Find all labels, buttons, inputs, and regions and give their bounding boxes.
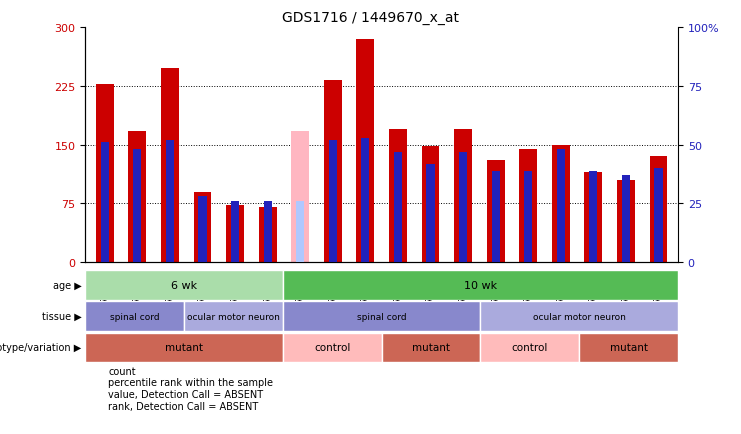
Bar: [296, 202, 305, 263]
Bar: [96, 85, 113, 263]
Bar: [487, 161, 505, 263]
Bar: [422, 147, 439, 263]
Text: 10 wk: 10 wk: [464, 280, 497, 290]
Text: mutant: mutant: [610, 343, 648, 352]
Bar: [426, 164, 434, 263]
Bar: [480, 302, 678, 331]
Text: percentile rank within the sample: percentile rank within the sample: [108, 378, 273, 388]
Bar: [389, 130, 407, 263]
Bar: [459, 152, 467, 263]
Text: count: count: [108, 366, 136, 376]
Bar: [264, 202, 272, 263]
Bar: [128, 132, 146, 263]
Bar: [199, 197, 207, 263]
Bar: [283, 270, 678, 300]
Text: tissue ▶: tissue ▶: [41, 312, 82, 321]
Bar: [589, 171, 597, 263]
Text: rank, Detection Call = ABSENT: rank, Detection Call = ABSENT: [108, 401, 259, 411]
Bar: [231, 202, 239, 263]
Bar: [524, 171, 532, 263]
Text: control: control: [511, 343, 548, 352]
Bar: [654, 169, 662, 263]
Bar: [617, 181, 635, 263]
Text: spinal cord: spinal cord: [357, 312, 406, 321]
Text: age ▶: age ▶: [53, 280, 82, 290]
Bar: [283, 333, 382, 362]
Bar: [85, 333, 283, 362]
Bar: [382, 333, 480, 362]
Text: 6 wk: 6 wk: [171, 280, 197, 290]
Bar: [166, 141, 174, 263]
Bar: [556, 150, 565, 263]
Bar: [393, 152, 402, 263]
Text: control: control: [314, 343, 350, 352]
Text: genotype/variation ▶: genotype/variation ▶: [0, 343, 82, 352]
Bar: [85, 302, 184, 331]
Bar: [193, 192, 211, 263]
Text: ocular motor neuron: ocular motor neuron: [533, 312, 625, 321]
Bar: [579, 333, 678, 362]
Bar: [362, 138, 370, 263]
Bar: [161, 69, 179, 263]
Bar: [519, 149, 537, 263]
Bar: [133, 150, 142, 263]
Bar: [480, 333, 579, 362]
Bar: [552, 145, 570, 263]
Text: GDS1716 / 1449670_x_at: GDS1716 / 1449670_x_at: [282, 11, 459, 25]
Bar: [324, 81, 342, 263]
Bar: [259, 208, 276, 263]
Bar: [85, 270, 283, 300]
Bar: [356, 40, 374, 263]
Bar: [101, 143, 109, 263]
Bar: [650, 157, 668, 263]
Text: mutant: mutant: [165, 343, 203, 352]
Bar: [585, 173, 602, 263]
Text: ocular motor neuron: ocular motor neuron: [187, 312, 280, 321]
Bar: [491, 171, 499, 263]
Bar: [622, 176, 630, 263]
Bar: [454, 130, 472, 263]
Bar: [184, 302, 283, 331]
Bar: [226, 206, 244, 263]
Bar: [283, 302, 480, 331]
Text: spinal cord: spinal cord: [110, 312, 159, 321]
Text: value, Detection Call = ABSENT: value, Detection Call = ABSENT: [108, 389, 263, 399]
Text: mutant: mutant: [412, 343, 450, 352]
Bar: [329, 141, 337, 263]
Bar: [291, 132, 309, 263]
